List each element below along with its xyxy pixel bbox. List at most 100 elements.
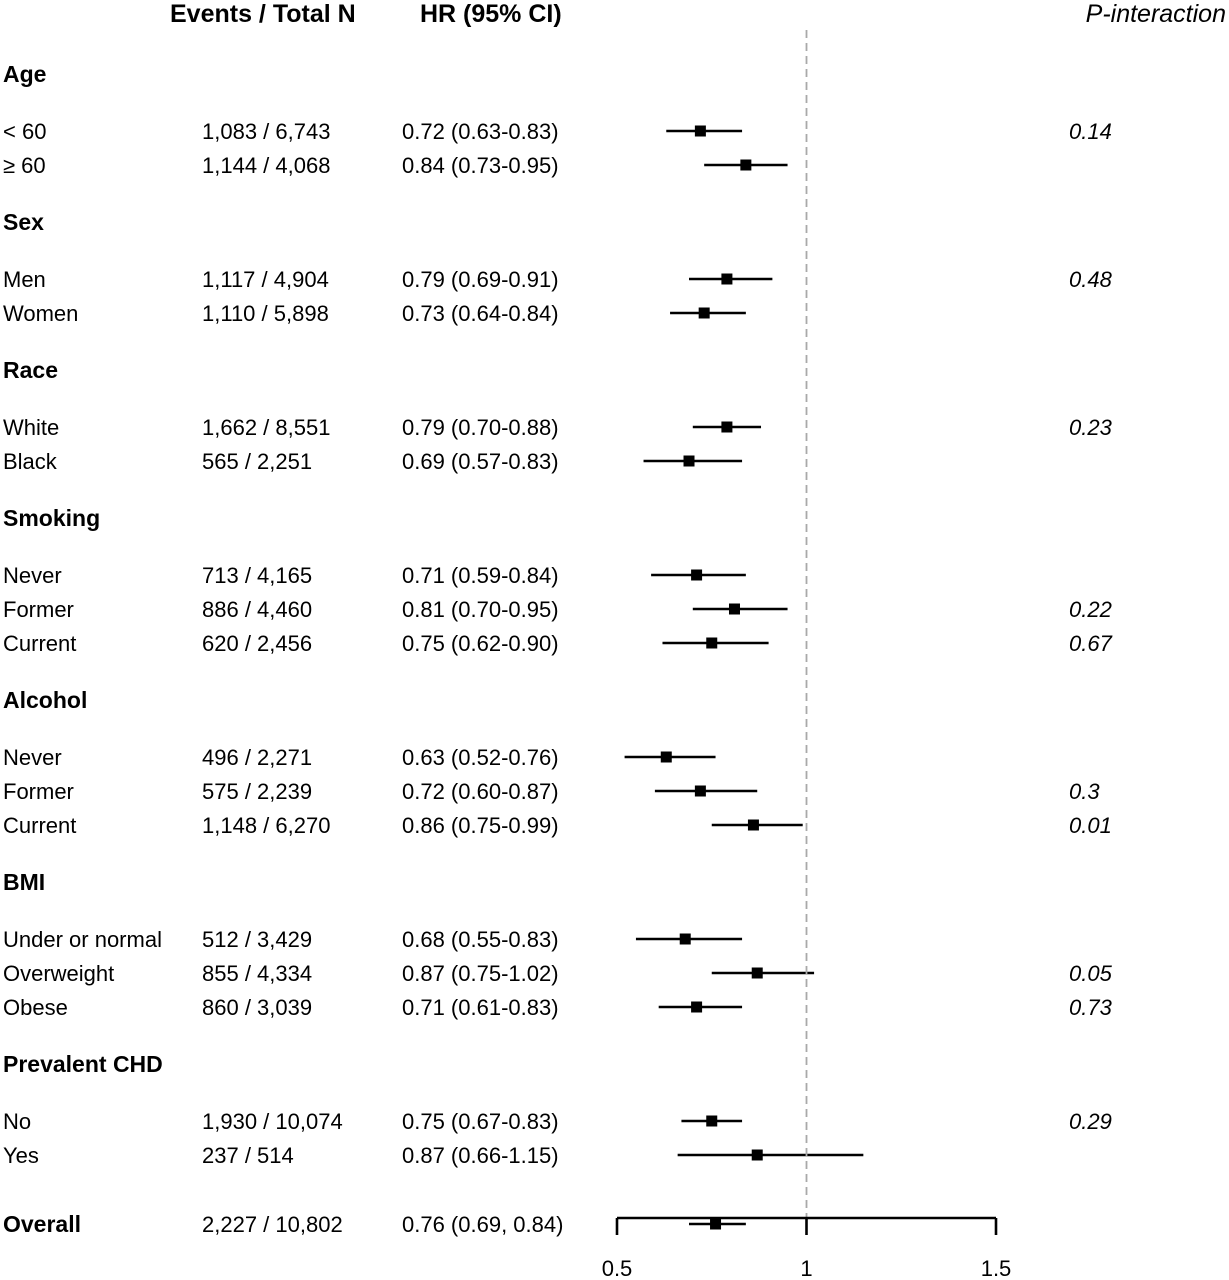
row-hr-ci: 0.73 (0.64-0.84)	[402, 301, 559, 326]
row-p-interaction: 0.48	[1069, 267, 1113, 292]
forest-row: Current 620 / 2,456 0.75 (0.62-0.90) 0.67	[3, 631, 1113, 656]
x-tick-label: 1.5	[981, 1256, 1012, 1280]
group-header: Race	[3, 357, 58, 383]
forest-row: Former 575 / 2,239 0.72 (0.60-0.87) 0.3	[3, 779, 1100, 804]
x-axis: 0.5 1 1.5	[602, 1216, 1012, 1280]
row-hr-ci: 0.71 (0.61-0.83)	[402, 995, 559, 1020]
row-hr-ci: 0.72 (0.60-0.87)	[402, 779, 559, 804]
hr-point	[694, 125, 706, 137]
row-p-interaction: 0.3	[1069, 779, 1100, 804]
hr-point	[691, 1001, 703, 1013]
row-label: Women	[3, 301, 78, 326]
row-label: Overweight	[3, 961, 114, 986]
row-p-interaction: 0.05	[1069, 961, 1113, 986]
group-header: Smoking	[3, 505, 100, 531]
forest-row: Black 565 / 2,251 0.69 (0.57-0.83)	[3, 449, 743, 474]
row-hr-ci: 0.69 (0.57-0.83)	[402, 449, 559, 474]
hr-point	[660, 751, 672, 763]
events-column-header: Events / Total N	[170, 0, 356, 28]
group-header: Sex	[3, 209, 44, 235]
row-hr-ci: 0.75 (0.62-0.90)	[402, 631, 559, 656]
row-hr-ci: 0.81 (0.70-0.95)	[402, 597, 559, 622]
forest-row: Women 1,110 / 5,898 0.73 (0.64-0.84)	[3, 301, 746, 326]
row-hr-ci: 0.76 (0.69, 0.84)	[402, 1212, 563, 1237]
row-label: Never	[3, 563, 62, 588]
forest-row: ≥ 60 1,144 / 4,068 0.84 (0.73-0.95)	[3, 153, 788, 178]
row-label: White	[3, 415, 59, 440]
forest-rows: Age < 60 1,083 / 6,743 0.72 (0.63-0.83) 0.14…	[3, 30, 1113, 1237]
row-hr-ci: 0.71 (0.59-0.84)	[402, 563, 559, 588]
row-hr-ci: 0.68 (0.55-0.83)	[402, 927, 559, 952]
row-hr-ci: 0.87 (0.75-1.02)	[402, 961, 559, 986]
row-label: ≥ 60	[3, 153, 46, 178]
row-p-interaction: 0.67	[1069, 631, 1113, 656]
row-events: 860 / 3,039	[202, 995, 312, 1020]
row-events: 1,148 / 6,270	[202, 813, 330, 838]
hr-column-header: HR (95% CI)	[420, 0, 562, 28]
row-hr-ci: 0.72 (0.63-0.83)	[402, 119, 559, 144]
row-p-interaction: 0.14	[1069, 119, 1112, 144]
row-label: Current	[3, 631, 76, 656]
row-events: 1,662 / 8,551	[202, 415, 330, 440]
forest-row: Former 886 / 4,460 0.81 (0.70-0.95) 0.22	[3, 597, 1112, 622]
hr-point	[698, 307, 710, 319]
row-events: 565 / 2,251	[202, 449, 312, 474]
hr-point	[706, 1115, 718, 1127]
group-header: Age	[3, 61, 46, 87]
row-p-interaction: 0.73	[1069, 995, 1113, 1020]
row-p-interaction: 0.23	[1069, 415, 1113, 440]
x-tick-label: 1	[800, 1256, 812, 1280]
row-hr-ci: 0.86 (0.75-0.99)	[402, 813, 559, 838]
row-p-interaction: 0.29	[1069, 1109, 1112, 1134]
row-events: 2,227 / 10,802	[202, 1212, 343, 1237]
row-label: Yes	[3, 1143, 39, 1168]
row-events: 620 / 2,456	[202, 631, 312, 656]
forest-row: Yes 237 / 514 0.87 (0.66-1.15)	[3, 1143, 864, 1168]
forest-row: < 60 1,083 / 6,743 0.72 (0.63-0.83) 0.14	[3, 119, 1112, 144]
forest-row: Overall 2,227 / 10,802 0.76 (0.69, 0.84)	[3, 1211, 746, 1237]
forest-row: Under or normal 512 / 3,429 0.68 (0.55-0.8…	[3, 927, 743, 952]
hr-point	[721, 273, 733, 285]
forest-row: Current 1,148 / 6,270 0.86 (0.75-0.99) 0.01	[3, 813, 1112, 838]
hr-point	[751, 967, 763, 979]
hr-point	[694, 785, 706, 797]
row-hr-ci: 0.79 (0.69-0.91)	[402, 267, 559, 292]
hr-point	[721, 421, 733, 433]
group-header: BMI	[3, 869, 45, 895]
row-events: 713 / 4,165	[202, 563, 312, 588]
row-hr-ci: 0.84 (0.73-0.95)	[402, 153, 559, 178]
row-hr-ci: 0.75 (0.67-0.83)	[402, 1109, 559, 1134]
row-events: 496 / 2,271	[202, 745, 312, 770]
row-events: 512 / 3,429	[202, 927, 312, 952]
row-label: Never	[3, 745, 62, 770]
hr-point	[706, 637, 718, 649]
hr-point	[683, 455, 695, 467]
hr-point	[679, 933, 691, 945]
row-events: 1,083 / 6,743	[202, 119, 330, 144]
forest-row: Never 496 / 2,271 0.63 (0.52-0.76)	[3, 745, 716, 770]
row-events: 575 / 2,239	[202, 779, 312, 804]
forest-row: Overweight 855 / 4,334 0.87 (0.75-1.02) 0.0…	[3, 961, 1113, 986]
row-label: < 60	[3, 119, 46, 144]
row-label: Under or normal	[3, 927, 162, 952]
row-events: 886 / 4,460	[202, 597, 312, 622]
forest-row: Men 1,117 / 4,904 0.79 (0.69-0.91) 0.48	[3, 267, 1113, 292]
row-events: 1,117 / 4,904	[202, 267, 329, 292]
row-events: 1,144 / 4,068	[202, 153, 330, 178]
hr-point	[728, 603, 740, 615]
row-label: Obese	[3, 995, 68, 1020]
row-p-interaction: 0.01	[1069, 813, 1112, 838]
forest-row: Obese 860 / 3,039 0.71 (0.61-0.83) 0.73	[3, 995, 1113, 1020]
row-label: Former	[3, 597, 74, 622]
row-label: Men	[3, 267, 46, 292]
row-hr-ci: 0.87 (0.66-1.15)	[402, 1143, 559, 1168]
row-label: Overall	[3, 1211, 81, 1237]
x-tick-label: 0.5	[602, 1256, 633, 1280]
row-hr-ci: 0.79 (0.70-0.88)	[402, 415, 559, 440]
row-label: Current	[3, 813, 76, 838]
p-interaction-column-header: P-interaction	[1086, 0, 1226, 28]
row-label: Former	[3, 779, 74, 804]
row-events: 1,110 / 5,898	[202, 301, 329, 326]
row-hr-ci: 0.63 (0.52-0.76)	[402, 745, 559, 770]
